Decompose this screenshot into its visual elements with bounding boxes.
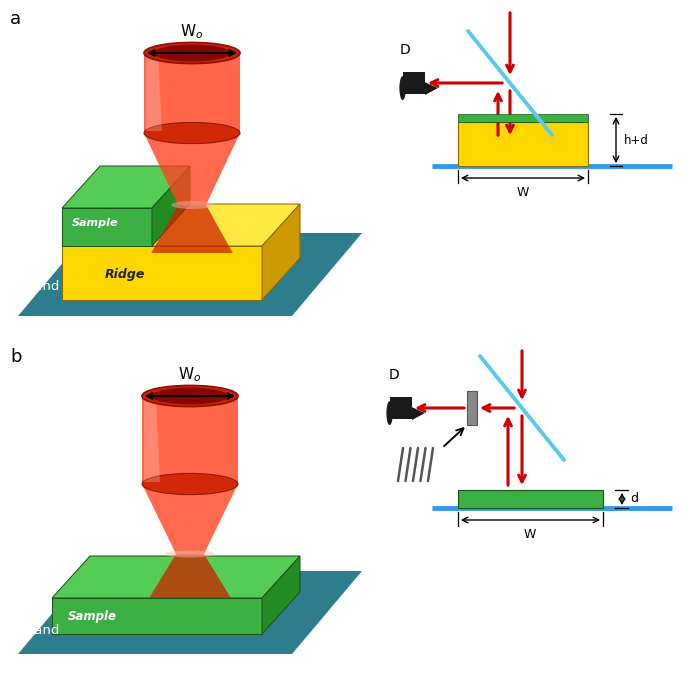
Polygon shape	[142, 396, 238, 484]
Polygon shape	[144, 53, 240, 133]
Polygon shape	[62, 204, 300, 246]
FancyBboxPatch shape	[458, 490, 603, 508]
Text: D: D	[389, 368, 400, 382]
FancyBboxPatch shape	[458, 122, 588, 166]
Ellipse shape	[153, 45, 230, 62]
Ellipse shape	[144, 43, 240, 64]
Ellipse shape	[142, 385, 238, 406]
Polygon shape	[144, 398, 160, 482]
Ellipse shape	[144, 122, 240, 143]
Text: W: W	[524, 527, 536, 541]
Text: W$_o$: W$_o$	[181, 22, 204, 41]
Polygon shape	[62, 166, 190, 208]
Ellipse shape	[386, 401, 393, 425]
Polygon shape	[144, 133, 240, 205]
FancyBboxPatch shape	[402, 72, 425, 94]
Polygon shape	[425, 82, 438, 95]
Polygon shape	[152, 166, 190, 246]
Polygon shape	[18, 233, 362, 316]
Ellipse shape	[152, 387, 228, 404]
Text: Land: Land	[28, 623, 60, 637]
Polygon shape	[62, 208, 152, 246]
Polygon shape	[149, 554, 231, 598]
Polygon shape	[62, 246, 262, 300]
Polygon shape	[52, 598, 262, 634]
Text: Land: Land	[28, 279, 60, 293]
Polygon shape	[146, 55, 162, 131]
Text: b: b	[10, 348, 22, 366]
FancyBboxPatch shape	[390, 397, 412, 419]
Text: D: D	[400, 43, 410, 57]
Text: W: W	[517, 185, 529, 199]
Text: a: a	[10, 10, 21, 28]
Text: W$_o$: W$_o$	[178, 365, 202, 384]
Polygon shape	[151, 205, 233, 253]
Text: d: d	[630, 493, 638, 506]
FancyBboxPatch shape	[458, 114, 588, 122]
Text: h+d: h+d	[624, 133, 649, 147]
Text: Sample: Sample	[72, 218, 118, 228]
Ellipse shape	[400, 76, 406, 100]
Polygon shape	[52, 556, 300, 598]
Ellipse shape	[164, 550, 215, 558]
Polygon shape	[262, 204, 300, 300]
Text: Sample: Sample	[68, 610, 117, 623]
Polygon shape	[262, 556, 300, 634]
Polygon shape	[18, 571, 362, 654]
Text: Ridge: Ridge	[105, 268, 146, 281]
Polygon shape	[412, 407, 425, 420]
FancyBboxPatch shape	[467, 391, 477, 425]
Ellipse shape	[142, 473, 238, 495]
Ellipse shape	[171, 201, 213, 209]
Polygon shape	[142, 484, 238, 554]
